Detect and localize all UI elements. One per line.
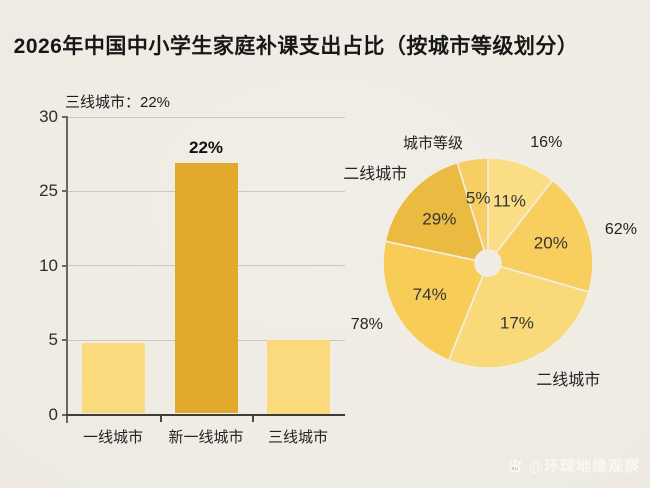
- chart-title: 2026年中国中小学生家庭补课支出占比（按城市等级划分）: [13, 35, 579, 58]
- y-tick-mark-5: [62, 339, 68, 342]
- watermark-text: @环球地缘观察: [528, 458, 640, 475]
- pie-inner-label-11%: 11%: [493, 192, 526, 211]
- pie-slice-74%: [382, 240, 485, 362]
- y-axis-line: [66, 117, 68, 423]
- y-tick-label-10: 10: [39, 255, 58, 275]
- x-category-label-三线城市: 三线城市: [267, 429, 328, 446]
- tier3-annotation: 三线城市：22%: [65, 94, 171, 111]
- bar-一线城市: [81, 343, 145, 414]
- gridline-30: [68, 116, 345, 118]
- y-tick-label-30: 30: [39, 107, 58, 126]
- pie-slice-17%: [447, 265, 590, 369]
- y-tick-mark-0: [62, 413, 68, 416]
- bar-三线城市: [266, 340, 330, 414]
- x-tick-mark-1: [252, 414, 254, 422]
- pie-slice-20%: [494, 179, 594, 293]
- pie-inner-label-20%: 20%: [534, 234, 568, 253]
- y-tick-label-25: 25: [39, 181, 58, 201]
- y-tick-mark-30: [62, 116, 68, 118]
- pie-inner-label-74%: 74%: [413, 285, 447, 304]
- bar-新一线城市: [174, 163, 238, 414]
- svg-text:du: du: [512, 466, 519, 471]
- y-tick-mark-10: [62, 264, 68, 267]
- y-tick-label-0: 0: [48, 404, 58, 424]
- pie-inner-label-17%: 17%: [500, 313, 534, 332]
- pie-inner-label-29%: 29%: [422, 209, 456, 228]
- x-category-label-一线城市: 一线城市: [82, 429, 143, 446]
- pie-slice-29%: [384, 161, 486, 262]
- x-category-label-新一线城市: 新一线城市: [168, 429, 244, 446]
- baidu-paw-icon: du: [509, 458, 522, 472]
- pie-slice-11%: [487, 157, 554, 254]
- pie-series-title: 城市等级: [403, 135, 464, 152]
- watermark: du @环球地缘观察: [506, 455, 640, 476]
- y-tick-label-5: 5: [48, 330, 58, 350]
- x-tick-mark-0: [159, 414, 162, 422]
- pie-inner-label-5%: 5%: [466, 189, 491, 208]
- x-axis-line: [66, 413, 345, 416]
- y-tick-mark-25: [62, 190, 68, 193]
- bar-value-label-新一线城市: 22%: [188, 138, 224, 158]
- pie-slice-5%: [456, 157, 489, 252]
